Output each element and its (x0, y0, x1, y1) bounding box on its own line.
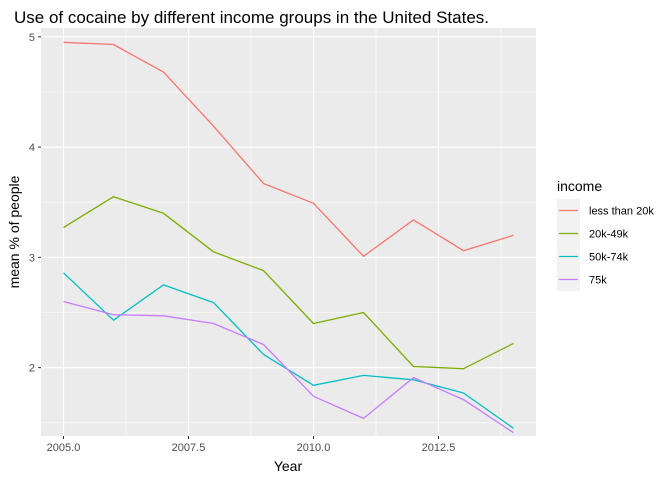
y-tick-label: 4 (29, 142, 35, 154)
y-tick-label: 5 (29, 32, 35, 44)
x-axis: 2005.0 2007.5 2010.0 2012.5 (47, 436, 456, 454)
chart-title: Use of cocaine by different income group… (14, 8, 489, 27)
series-lines (63, 41, 514, 434)
legend: income less than 20k 20k-49k 50k-74k 75k (557, 178, 654, 291)
plot-panel (41, 28, 536, 436)
series-line-20k-49k (63, 196, 514, 370)
y-axis: 2 3 4 5 (29, 32, 41, 375)
y-axis-title: mean % of people (6, 175, 22, 288)
legend-label: 75k (589, 275, 607, 287)
legend-label: less than 20k (589, 206, 654, 218)
legend-label: 20k-49k (589, 229, 629, 241)
y-tick-label: 3 (29, 252, 35, 264)
x-tick-label: 2010.0 (297, 442, 331, 454)
y-tick-label: 2 (29, 363, 35, 375)
legend-title: income (557, 178, 602, 194)
legend-label: 50k-74k (589, 252, 629, 264)
x-tick-label: 2005.0 (47, 442, 81, 454)
x-tick-label: 2012.5 (422, 442, 456, 454)
series-line-less-than-20k (63, 41, 514, 257)
series-line-75k (63, 300, 514, 434)
x-axis-title: Year (274, 458, 303, 474)
x-tick-label: 2007.5 (172, 442, 206, 454)
